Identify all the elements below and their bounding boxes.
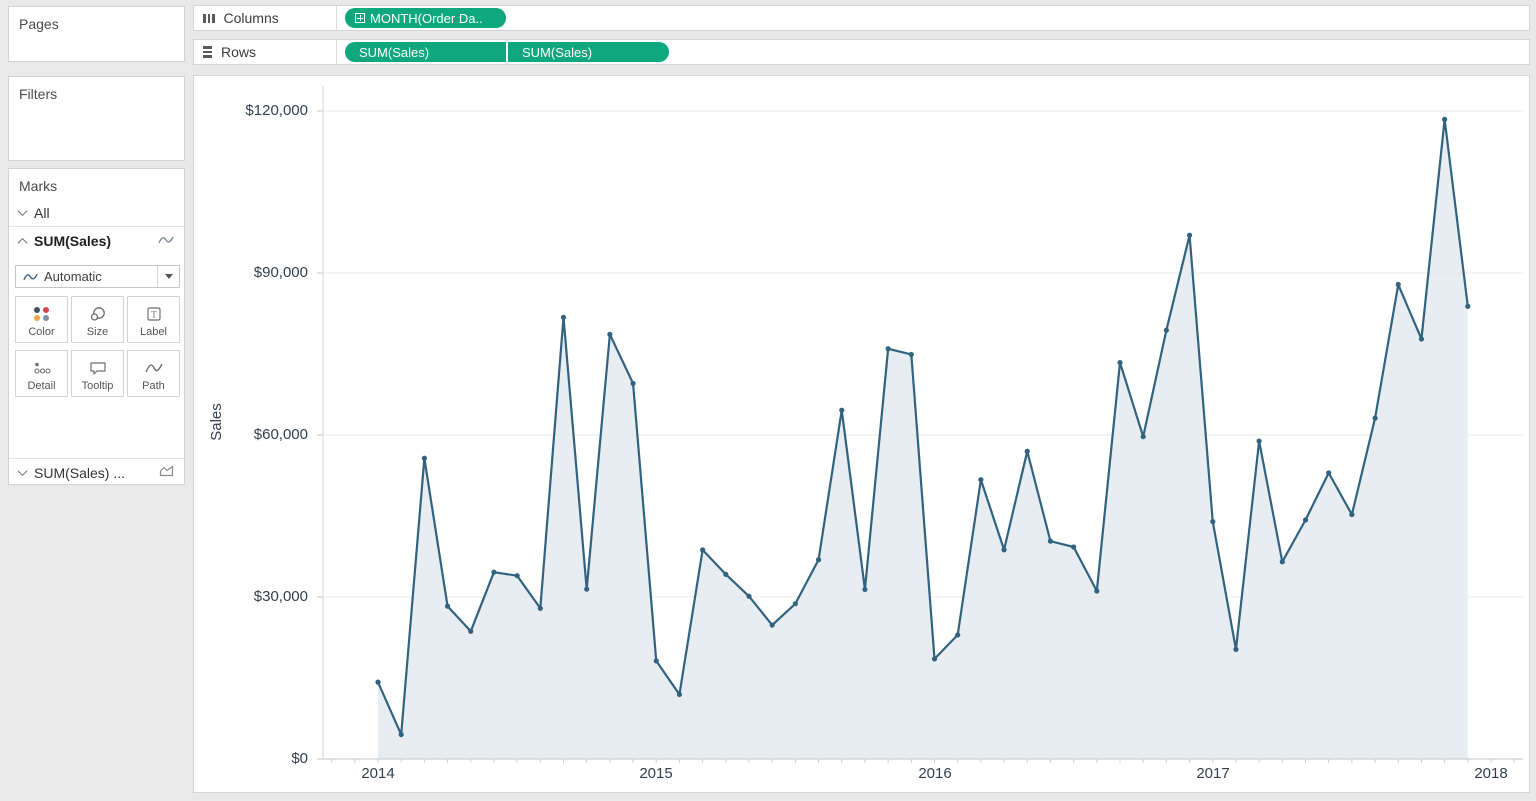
mark-type-dropdown-arrow[interactable]	[157, 266, 179, 287]
filters-shelf-title: Filters	[19, 86, 58, 102]
line-mark-icon	[23, 273, 38, 280]
path-icon	[144, 359, 163, 377]
marks-card-title: Marks	[19, 178, 58, 194]
expand-plus-icon[interactable]	[355, 13, 365, 23]
marks-section-sum-sales-label: SUM(Sales)	[34, 233, 112, 249]
y-tick-0: $0	[291, 750, 308, 767]
rows-shelf-header: Rows	[194, 40, 337, 64]
marks-section-all-label: All	[34, 204, 50, 221]
path-button-label: Path	[142, 380, 165, 392]
y-tick-60000: $60,000	[253, 426, 308, 443]
worksheet-view: Sales $120,000 $90,000 $60,000 $30,000 $…	[193, 75, 1530, 793]
marks-card: Marks All SUM(Sales) Automatic Color Siz…	[8, 168, 185, 485]
columns-shelf-label: Columns	[223, 10, 279, 26]
sales-line-area-plot[interactable]	[315, 76, 1531, 776]
x-tick-2017: 2017	[1196, 765, 1230, 782]
y-tick-30000: $30,000	[253, 588, 308, 605]
x-tick-2016: 2016	[918, 765, 952, 782]
label-icon: T	[146, 305, 162, 323]
rows-shelf-label: Rows	[221, 44, 257, 60]
line-mark-icon	[158, 232, 174, 250]
detail-button-label: Detail	[27, 380, 56, 392]
detail-icon	[33, 359, 51, 377]
pill-month-order-date[interactable]: MONTH(Order Da..	[345, 8, 506, 28]
size-icon	[89, 305, 107, 323]
x-tick-2018: 2018	[1474, 765, 1508, 782]
path-button[interactable]: Path	[127, 350, 180, 397]
rows-icon	[203, 46, 212, 58]
mark-type-dropdown[interactable]: Automatic	[15, 265, 180, 288]
marks-section-sum-sales[interactable]: SUM(Sales)	[9, 227, 184, 255]
pill-sum-sales-1-label: SUM(Sales)	[359, 44, 430, 60]
pages-shelf[interactable]: Pages	[8, 6, 185, 62]
detail-button[interactable]: Detail	[15, 350, 68, 397]
marks-section-all[interactable]: All	[9, 199, 184, 227]
tooltip-icon	[89, 359, 107, 377]
mark-type-selected: Automatic	[44, 269, 102, 284]
marks-section-sum-sales-2[interactable]: SUM(Sales) ...	[9, 458, 184, 486]
label-button[interactable]: T Label	[127, 296, 180, 343]
caret-down-icon	[164, 274, 173, 279]
columns-pill-zone[interactable]: MONTH(Order Da..	[345, 8, 506, 28]
size-button[interactable]: Size	[71, 296, 124, 343]
rows-pill-zone[interactable]: SUM(Sales) SUM(Sales)	[345, 42, 669, 62]
columns-shelf-header: Columns	[194, 6, 337, 30]
size-button-label: Size	[86, 326, 109, 338]
color-icon	[33, 305, 50, 323]
x-tick-2015: 2015	[639, 765, 673, 782]
tooltip-button[interactable]: Tooltip	[71, 350, 124, 397]
pages-shelf-title: Pages	[19, 16, 59, 32]
tooltip-button-label: Tooltip	[81, 380, 114, 392]
label-button-label: Label	[140, 326, 167, 338]
columns-shelf: Columns MONTH(Order Da..	[193, 5, 1530, 31]
y-tick-90000: $90,000	[253, 264, 308, 281]
color-button-label: Color	[28, 326, 55, 338]
x-tick-2014: 2014	[361, 765, 395, 782]
y-axis-title: Sales	[208, 403, 225, 441]
columns-icon	[203, 13, 215, 23]
pill-sum-sales-2[interactable]: SUM(Sales)	[508, 42, 669, 62]
filters-shelf[interactable]: Filters	[8, 76, 185, 161]
svg-text:T: T	[151, 310, 157, 320]
chevron-down-icon	[17, 206, 28, 217]
pill-sum-sales-2-label: SUM(Sales)	[522, 44, 593, 60]
rows-shelf: Rows SUM(Sales) SUM(Sales)	[193, 39, 1530, 65]
color-button[interactable]: Color	[15, 296, 68, 343]
chevron-up-icon	[17, 237, 28, 248]
y-tick-120000: $120,000	[245, 102, 308, 119]
area-mark-icon	[159, 464, 174, 482]
pill-sum-sales-1[interactable]: SUM(Sales)	[345, 42, 506, 62]
marks-section-sum-sales-2-label: SUM(Sales) ...	[34, 464, 126, 481]
pill-month-order-date-label: MONTH(Order Da..	[370, 10, 483, 26]
chevron-down-icon	[17, 466, 28, 477]
